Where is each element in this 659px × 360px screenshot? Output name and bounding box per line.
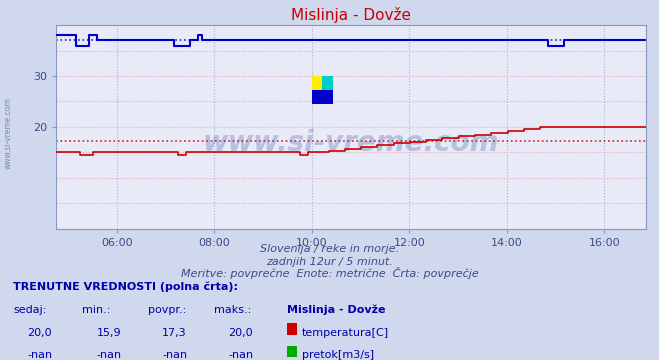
Text: Meritve: povprečne  Enote: metrične  Črta: povprečje: Meritve: povprečne Enote: metrične Črta:…: [181, 267, 478, 279]
Text: pretok[m3/s]: pretok[m3/s]: [302, 350, 374, 360]
Text: min.:: min.:: [82, 305, 111, 315]
Text: sedaj:: sedaj:: [13, 305, 47, 315]
Text: povpr.:: povpr.:: [148, 305, 186, 315]
Text: Mislinja - Dovže: Mislinja - Dovže: [287, 305, 385, 315]
Text: zadnjih 12ur / 5 minut.: zadnjih 12ur / 5 minut.: [266, 257, 393, 267]
Text: www.si-vreme.com: www.si-vreme.com: [203, 129, 499, 157]
Text: 20,0: 20,0: [27, 328, 52, 338]
Text: 20,0: 20,0: [228, 328, 253, 338]
Text: 15,9: 15,9: [96, 328, 121, 338]
Text: Slovenija / reke in morje.: Slovenija / reke in morje.: [260, 244, 399, 254]
Text: temperatura[C]: temperatura[C]: [302, 328, 389, 338]
Bar: [322, 76, 333, 90]
Title: Mislinja - Dovže: Mislinja - Dovže: [291, 6, 411, 23]
Text: TRENUTNE VREDNOSTI (polna črta):: TRENUTNE VREDNOSTI (polna črta):: [13, 281, 238, 292]
Text: www.si-vreme.com: www.si-vreme.com: [3, 97, 13, 169]
Bar: [312, 76, 322, 90]
Text: -nan: -nan: [27, 350, 52, 360]
Text: maks.:: maks.:: [214, 305, 252, 315]
Text: -nan: -nan: [162, 350, 187, 360]
Text: -nan: -nan: [228, 350, 253, 360]
Bar: [312, 90, 333, 104]
Text: 17,3: 17,3: [162, 328, 187, 338]
Text: -nan: -nan: [96, 350, 121, 360]
